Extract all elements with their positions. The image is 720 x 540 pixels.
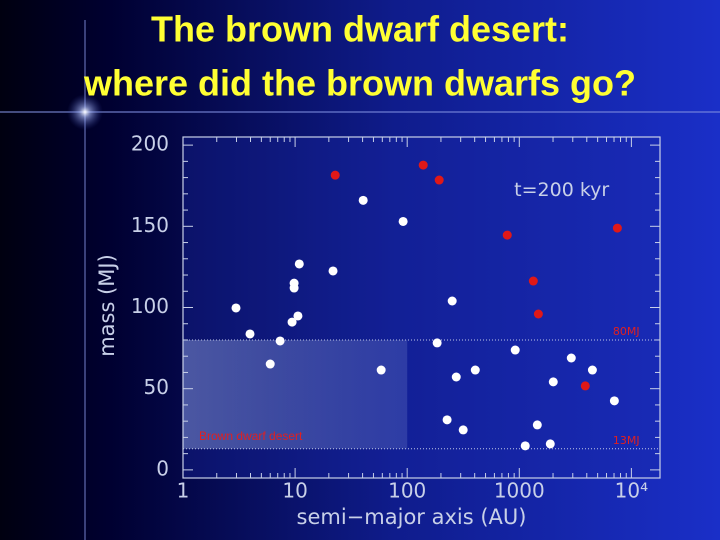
- y-tick-label: 150: [131, 213, 169, 237]
- star: [67, 94, 103, 130]
- point: [447, 296, 457, 306]
- point: [294, 259, 304, 269]
- x-tick-label: 100: [388, 479, 426, 503]
- point: [612, 223, 622, 233]
- point: [533, 309, 543, 319]
- point: [548, 377, 558, 387]
- point: [434, 175, 444, 185]
- point: [520, 441, 530, 451]
- annotation: t=200 kyr: [514, 179, 609, 201]
- point: [532, 420, 542, 430]
- y-tick-label: 200: [131, 132, 169, 156]
- point: [289, 283, 299, 293]
- point: [510, 345, 520, 355]
- y-tick-label: 100: [131, 294, 169, 318]
- x-tick-label: 1000: [494, 479, 545, 503]
- y-tick-label: 0: [156, 456, 169, 480]
- point: [609, 396, 619, 406]
- point: [275, 336, 285, 346]
- point: [418, 160, 428, 170]
- point: [580, 381, 590, 391]
- x-axis-label: semi−major axis (AU): [297, 505, 527, 529]
- y-axis-label: mass (MJ): [95, 254, 119, 357]
- point: [265, 359, 275, 369]
- desert-label: Brown dwarf desert: [199, 429, 303, 443]
- point: [587, 365, 597, 375]
- point: [528, 276, 538, 286]
- x-tick-label: 10⁴: [615, 479, 648, 503]
- title: where did the brown dwarfs go?: [83, 63, 636, 104]
- point: [470, 365, 480, 375]
- point: [458, 425, 468, 435]
- point: [545, 439, 555, 449]
- plot: Brown dwarf desert 0 50 100 150 200 1 10 100 1000…: [95, 132, 661, 529]
- point: [398, 216, 408, 226]
- point: [442, 415, 452, 425]
- title: The brown dwarf desert:: [151, 9, 569, 50]
- annotation: 80MJ: [613, 325, 640, 338]
- point: [293, 311, 303, 321]
- point: [330, 170, 340, 180]
- desert-region: [183, 339, 408, 449]
- annotation: 13MJ: [613, 434, 640, 447]
- point: [502, 230, 512, 240]
- x-tick-label: 10: [282, 479, 307, 503]
- point: [328, 266, 338, 276]
- point: [451, 372, 461, 382]
- point: [287, 317, 297, 327]
- point: [566, 353, 576, 363]
- point: [245, 329, 255, 339]
- point: [432, 338, 442, 348]
- point: [231, 303, 241, 313]
- x-tick-label: 1: [177, 479, 190, 503]
- y-tick-label: 50: [144, 375, 169, 399]
- point: [376, 365, 386, 375]
- point: [358, 195, 368, 205]
